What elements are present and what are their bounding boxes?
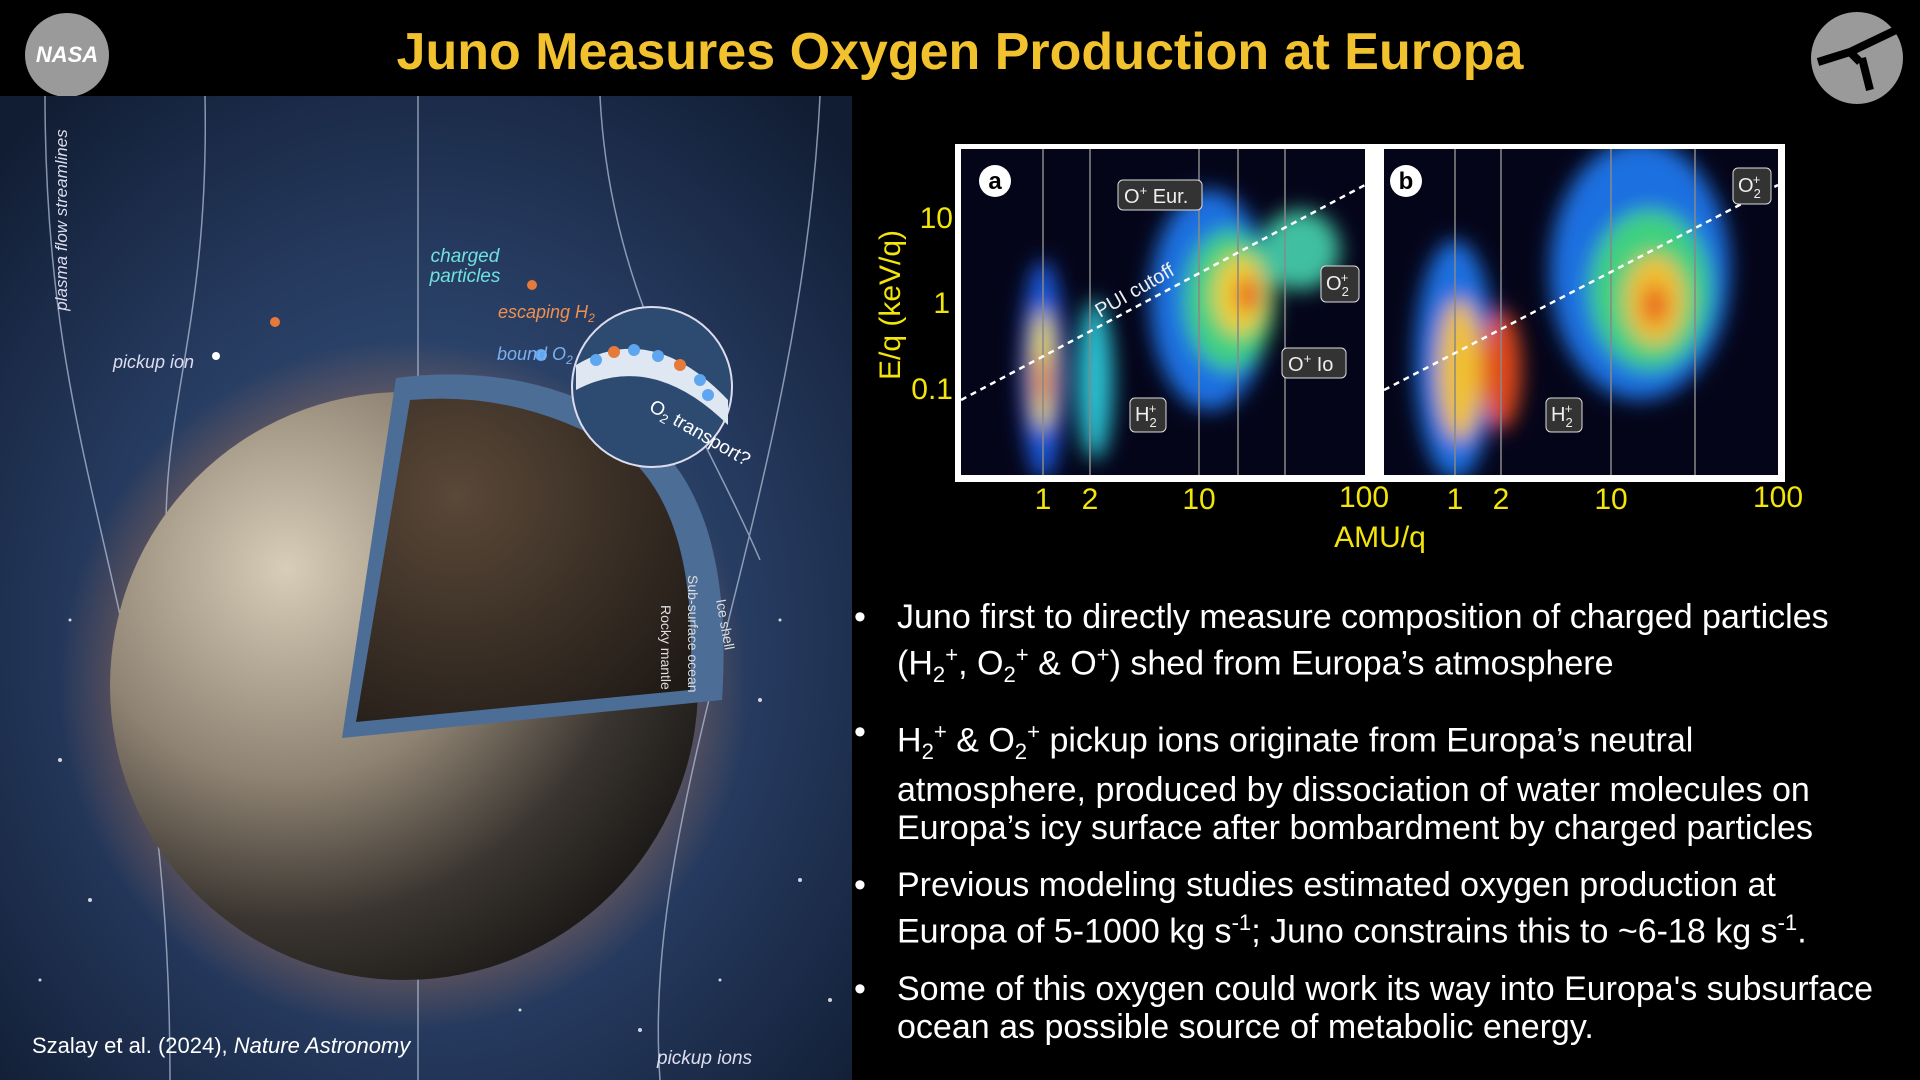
text-run: 2 xyxy=(932,662,946,688)
text-run: 2 xyxy=(1014,739,1028,765)
text-run: 2 xyxy=(921,739,934,765)
text-run: Some of this oxygen could work its way i… xyxy=(897,969,1873,1046)
text-run: Juno first to directly measure compositi… xyxy=(897,598,1829,683)
text-run: . xyxy=(1797,912,1807,951)
text-run: O xyxy=(1738,175,1754,197)
text-run: & O xyxy=(1028,644,1097,683)
text-run: + xyxy=(1565,401,1573,416)
label-pickup-ion: pickup ion xyxy=(112,352,194,372)
label-escaping: escaping H2 xyxy=(498,302,595,325)
text-run: bound O xyxy=(497,344,566,364)
text-run: H xyxy=(897,721,922,760)
x-axis-label: AMU/q xyxy=(1334,521,1426,554)
text-run: Previous modeling studies estimated oxyg… xyxy=(897,866,1776,951)
ann-h2: H2+ xyxy=(1135,401,1157,430)
text-run: O xyxy=(1288,354,1304,376)
panel-letter: b xyxy=(1399,168,1414,195)
text-run: Nature Astronomy xyxy=(234,1033,412,1058)
text-run: ; Juno constrains this to ~6-18 kg s xyxy=(1251,912,1778,951)
x-tick-label: 10 xyxy=(1594,483,1627,516)
label-charged: charged particles xyxy=(429,246,501,287)
text-run: -1 xyxy=(1777,910,1798,936)
label-streamlines: plasma flow streamlines xyxy=(52,129,71,312)
text-run: , O xyxy=(958,644,1004,683)
bullet: Juno first to directly measure compositi… xyxy=(850,598,1890,694)
x-tick-label: 100 xyxy=(1339,481,1389,514)
inset-ice xyxy=(576,348,728,425)
text-run: + xyxy=(1304,351,1312,366)
label-mantle: Rocky mantle xyxy=(658,605,674,690)
text-run: + xyxy=(1096,642,1110,667)
text-run: pickup ions originate from Europa’s neut… xyxy=(897,721,1813,848)
text-run: charged xyxy=(431,246,501,267)
bullet: H2+ & O2+ pickup ions originate from Eur… xyxy=(850,713,1890,847)
text-run: Szalay et al. (2024), xyxy=(32,1033,234,1058)
label-bound: bound O2 xyxy=(497,344,573,367)
text-run: Io xyxy=(1311,354,1333,376)
text-run: 2 xyxy=(1003,662,1016,688)
text-run: O xyxy=(1124,186,1140,208)
text-run: O xyxy=(1326,273,1342,295)
juno-shape xyxy=(1816,26,1898,91)
text-run: Eur. xyxy=(1147,186,1188,208)
bullet: Previous modeling studies estimated oxyg… xyxy=(850,866,1890,950)
slide-title: Juno Measures Oxygen Production at Europ… xyxy=(396,23,1524,81)
interior xyxy=(356,398,692,722)
text-run: 2 xyxy=(1149,415,1156,430)
text-run: escaping H xyxy=(498,302,589,322)
logo-text: NASA xyxy=(36,42,98,67)
panel-letter: a xyxy=(988,168,1002,195)
text-run: 2 xyxy=(1565,415,1572,430)
text-run: + xyxy=(1149,401,1157,416)
text-run: 2 xyxy=(1754,186,1761,201)
text-run: H xyxy=(1551,404,1565,426)
text-run: + xyxy=(1027,719,1040,745)
label-ocean: Sub-surface ocean xyxy=(685,575,701,693)
panel-b xyxy=(1384,149,1778,475)
x-tick-label: 100 xyxy=(1753,481,1803,514)
ann-o-io: O+ Io xyxy=(1288,351,1333,376)
text-run: & O xyxy=(946,721,1015,760)
ann-h2: H2+ xyxy=(1551,401,1573,430)
x-tick-label: 2 xyxy=(1082,483,1099,516)
bullet-list: Juno first to directly measure compositi… xyxy=(850,598,1890,1065)
x-tick-label: 1 xyxy=(1035,483,1052,516)
text-run: + xyxy=(1753,172,1761,187)
text-run: particles xyxy=(429,266,501,287)
text-run: -1 xyxy=(1231,910,1252,936)
y-tick-label: 0.1 xyxy=(911,373,953,406)
text-run: + xyxy=(1341,270,1349,285)
ann-o2: O2+ xyxy=(1738,172,1761,201)
bullet: Some of this oxygen could work its way i… xyxy=(850,970,1890,1046)
text-run: + xyxy=(933,719,947,745)
text-run: 2 xyxy=(1342,284,1349,299)
text-run: 2 xyxy=(565,353,573,367)
y-tick-label: 1 xyxy=(933,287,950,320)
ann-o2: O2+ xyxy=(1326,270,1349,299)
x-tick-label: 2 xyxy=(1493,483,1510,516)
x-tick-label: 10 xyxy=(1182,483,1215,516)
ann-o-eur: O+ Eur. xyxy=(1124,183,1188,208)
text-run: H xyxy=(1135,404,1149,426)
y-tick-label: 10 xyxy=(920,202,953,235)
caption: Szalay et al. (2024), Nature Astronomy xyxy=(32,1033,412,1058)
x-tick-label: 1 xyxy=(1447,483,1464,516)
text-run: + xyxy=(945,642,959,667)
y-axis-label: E/q (keV/q) xyxy=(874,230,907,380)
molecules xyxy=(212,280,714,401)
text-run: ) shed from Europa’s atmosphere xyxy=(1109,644,1614,683)
text-run: 2 xyxy=(587,311,595,325)
nasa-logo xyxy=(25,13,109,97)
text-run: + xyxy=(1015,642,1029,667)
text-run: + xyxy=(1140,183,1148,198)
stars xyxy=(38,618,832,1042)
label-pickup-ions: pickup ions xyxy=(656,1048,753,1069)
